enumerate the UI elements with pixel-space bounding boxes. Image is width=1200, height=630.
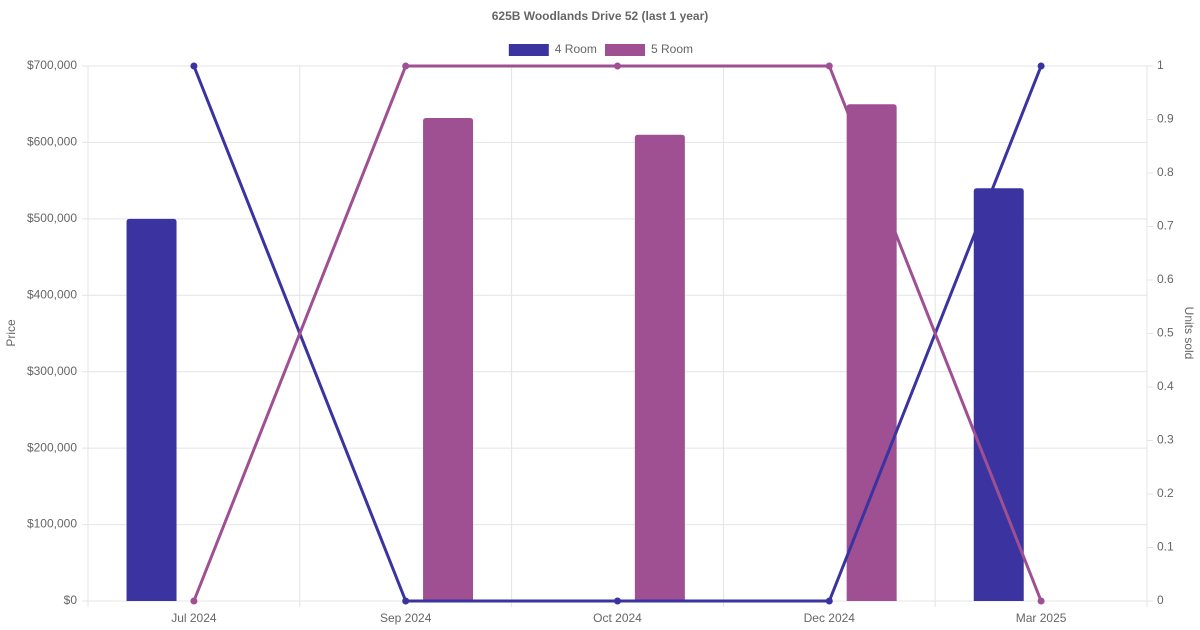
x-tick-label: Mar 2025 <box>1016 611 1067 625</box>
y2-tick-label: 0.1 <box>1157 540 1174 554</box>
y-tick-label: $200,000 <box>27 440 77 454</box>
bar <box>973 188 1024 602</box>
y2-tick-label: 0.7 <box>1157 219 1174 233</box>
y2-tick-label: 0 <box>1157 593 1164 607</box>
point <box>402 62 410 70</box>
y2-tick-label: 0.3 <box>1157 433 1174 447</box>
y-tick-label: $500,000 <box>27 211 77 225</box>
point <box>402 597 410 605</box>
y2-tick-label: 0.2 <box>1157 486 1174 500</box>
point <box>825 597 833 605</box>
y-tick-label: $400,000 <box>27 287 77 301</box>
legend-label: 5 Room <box>651 42 693 56</box>
bar <box>126 218 177 601</box>
legend-label: 4 Room <box>555 42 597 56</box>
point <box>825 62 833 70</box>
y2-tick-label: 0.6 <box>1157 272 1174 286</box>
point <box>1037 62 1045 70</box>
x-tick-label: Oct 2024 <box>593 611 642 625</box>
x-tick-label: Sep 2024 <box>380 611 432 625</box>
y-tick-label: $700,000 <box>27 58 77 72</box>
y-axis-label: Price <box>4 319 18 347</box>
point <box>1037 597 1045 605</box>
y-tick-label: $300,000 <box>27 364 77 378</box>
point <box>614 62 621 70</box>
bar <box>423 117 474 601</box>
bar <box>846 104 897 601</box>
chart-title: 625B Woodlands Drive 52 (last 1 year) <box>492 9 709 23</box>
point <box>614 597 621 605</box>
line <box>192 64 1043 602</box>
y2-tick-label: 1 <box>1157 58 1164 72</box>
legend-swatch <box>508 44 549 56</box>
y2-tick-label: 0.5 <box>1157 326 1174 340</box>
bar <box>634 134 685 602</box>
y-tick-label: $100,000 <box>27 517 77 531</box>
x-tick-label: Jul 2024 <box>171 611 217 625</box>
y2-tick-label: 0.8 <box>1157 165 1174 179</box>
line <box>192 65 1043 603</box>
y2-tick-label: 0.4 <box>1157 379 1174 393</box>
y2-tick-label: 0.9 <box>1157 112 1174 126</box>
x-tick-label: Dec 2024 <box>804 611 856 625</box>
y2-axis-label: Units sold <box>1182 307 1196 360</box>
y-tick-label: $600,000 <box>27 135 77 149</box>
point <box>190 62 198 70</box>
point <box>190 597 198 605</box>
y-tick-label: $0 <box>64 593 78 607</box>
legend-swatch <box>605 44 645 56</box>
